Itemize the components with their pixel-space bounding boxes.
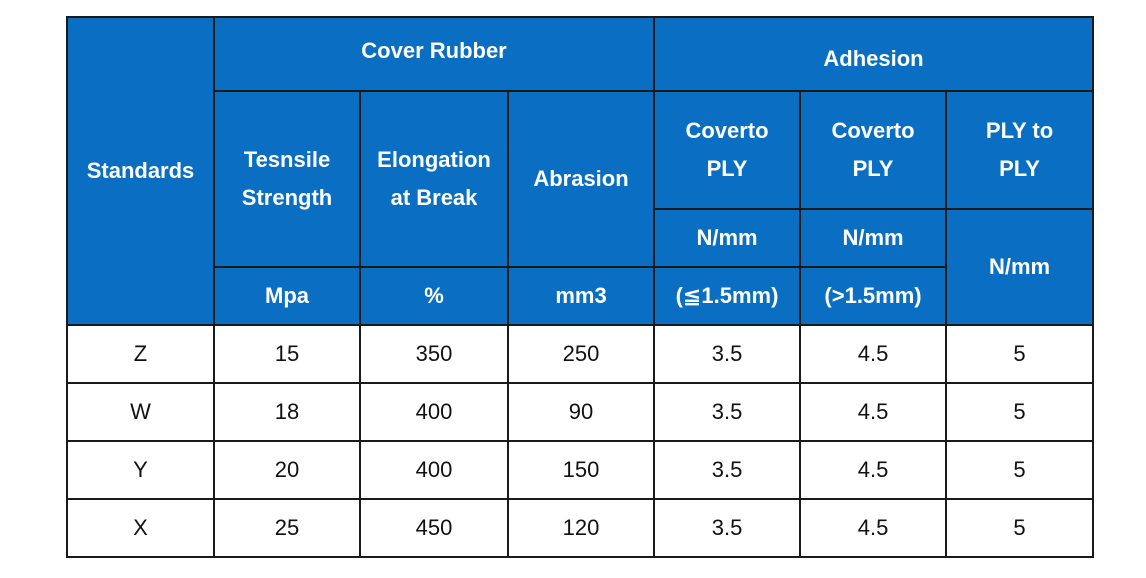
cell-cover-ply-le: 3.5 [653, 382, 802, 442]
cell-standard: W [66, 382, 215, 442]
header-adhesion: Adhesion [653, 16, 1095, 92]
header-coverto-ply-b: Coverto PLY [799, 90, 948, 210]
cell-cover-ply-le: 3.5 [653, 498, 802, 558]
coverto-ply-b-line2: PLY [852, 156, 894, 181]
unit-mpa: Mpa [213, 266, 361, 326]
cell-tensile: 18 [213, 382, 361, 442]
cell-standard: Y [66, 440, 215, 500]
cell-tensile: 15 [213, 324, 361, 384]
unit-nmm-c: N/mm [945, 208, 1095, 326]
cell-ply-to-ply: 5 [945, 382, 1095, 442]
ply-to-ply-line2: PLY [999, 156, 1040, 181]
cell-standard: Z [66, 324, 215, 384]
cell-abrasion: 90 [506, 382, 656, 442]
cell-elongation: 400 [359, 382, 509, 442]
header-tensile-strength: Tesnsile Strength [213, 90, 361, 268]
header-abrasion: Abrasion [506, 90, 656, 268]
table-row: W 18 400 90 3.5 4.5 5 [66, 382, 1095, 442]
unit-nmm-a: N/mm [653, 208, 802, 268]
cell-abrasion: 120 [506, 498, 656, 558]
cell-standard: X [66, 498, 215, 558]
coverto-ply-a-line2: PLY [706, 156, 748, 181]
cell-ply-to-ply: 5 [945, 498, 1095, 558]
cell-cover-ply-gt: 4.5 [799, 382, 948, 442]
cell-cover-ply-gt: 4.5 [799, 324, 948, 384]
tensile-line1: Tesnsile [243, 147, 331, 172]
unit-percent: % [359, 266, 509, 326]
table-row: Y 20 400 150 3.5 4.5 5 [66, 440, 1095, 500]
unit-nmm-b: N/mm [799, 208, 948, 268]
cell-abrasion: 150 [506, 440, 656, 500]
header-standards: Standards [66, 16, 215, 326]
header-elongation: Elongation at Break [359, 90, 509, 268]
cell-elongation: 400 [359, 440, 509, 500]
cell-elongation: 350 [359, 324, 509, 384]
spec-table-wrapper: Standards Cover Rubber Adhesion Tesnsile… [66, 16, 1095, 558]
elongation-line2: at Break [390, 185, 478, 210]
cell-cover-ply-le: 3.5 [653, 440, 802, 500]
cell-tensile: 25 [213, 498, 361, 558]
cell-cover-ply-le: 3.5 [653, 324, 802, 384]
elongation-line1: Elongation [377, 147, 491, 172]
table-row: X 25 450 120 3.5 4.5 5 [66, 498, 1095, 558]
ply-to-ply-line1: PLY to [985, 118, 1054, 143]
header-cover-rubber: Cover Rubber [212, 16, 656, 92]
cell-cover-ply-gt: 4.5 [799, 498, 948, 558]
table-row: Z 15 350 250 3.5 4.5 5 [66, 324, 1095, 384]
header-ply-to-ply: PLY to PLY [945, 90, 1095, 210]
unit-le-1-5mm: (≦1.5mm) [653, 266, 802, 326]
cell-cover-ply-gt: 4.5 [799, 440, 948, 500]
tensile-line2: Strength [241, 185, 333, 210]
coverto-ply-b-line1: Coverto [831, 118, 915, 143]
cell-ply-to-ply: 5 [945, 324, 1095, 384]
unit-gt-1-5mm: (>1.5mm) [799, 266, 948, 326]
cell-elongation: 450 [359, 498, 509, 558]
cell-tensile: 20 [213, 440, 361, 500]
unit-mm3: mm3 [506, 266, 656, 326]
rubber-standards-table: Standards Cover Rubber Adhesion Tesnsile… [66, 16, 1095, 558]
coverto-ply-a-line1: Coverto [685, 118, 769, 143]
header-coverto-ply-a: Coverto PLY [653, 90, 802, 210]
cell-abrasion: 250 [506, 324, 656, 384]
cell-ply-to-ply: 5 [945, 440, 1095, 500]
